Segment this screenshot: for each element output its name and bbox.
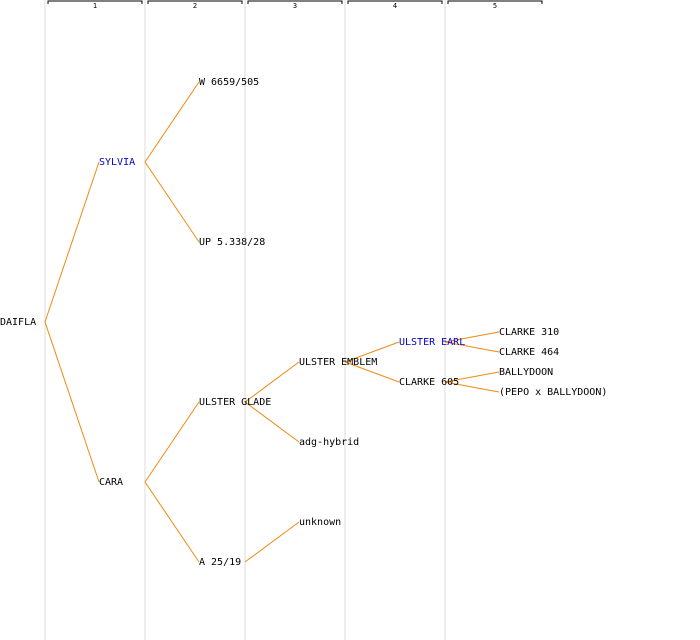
- edge: [144, 161, 200, 243]
- edge: [144, 81, 200, 163]
- edge: [444, 371, 500, 383]
- node-label: CARA: [99, 477, 123, 488]
- node-label: SYLVIA: [99, 157, 135, 168]
- node-label: ULSTER EMBLEM: [299, 357, 377, 368]
- node-label: A 25/19: [199, 557, 241, 568]
- edge: [244, 521, 300, 563]
- node-label: DAIFLA: [0, 317, 36, 328]
- column-bracket: [347, 0, 443, 4]
- edge: [144, 481, 200, 563]
- column-header: 5: [493, 2, 497, 10]
- column-header: 4: [393, 2, 397, 10]
- node-label: UP 5.338/28: [199, 237, 265, 248]
- column-bracket: [147, 0, 243, 4]
- node-label: BALLYDOON: [499, 367, 553, 378]
- column-bracket: [247, 0, 343, 4]
- node-label: CLARKE 605: [399, 377, 459, 388]
- column-bracket: [47, 0, 143, 4]
- column-header: 2: [193, 2, 197, 10]
- edge: [44, 161, 100, 323]
- node-label: CLARKE 310: [499, 327, 559, 338]
- node-label: CLARKE 464: [499, 347, 559, 358]
- edge: [344, 361, 400, 383]
- node-label: ULSTER EARL: [399, 337, 465, 348]
- edge: [444, 341, 500, 353]
- column-header: 3: [293, 2, 297, 10]
- edge: [244, 361, 300, 403]
- edge: [44, 321, 100, 483]
- column-bracket: [447, 0, 543, 4]
- node-label: unknown: [299, 517, 341, 528]
- edge: [144, 401, 200, 483]
- edge: [444, 331, 500, 343]
- edge: [344, 341, 400, 363]
- node-label: ULSTER GLADE: [199, 397, 271, 408]
- column-header: 1: [93, 2, 97, 10]
- edge: [244, 401, 300, 443]
- node-label: W 6659/505: [199, 77, 259, 88]
- edge: [444, 381, 500, 393]
- node-label: (PEPO x BALLYDOON): [499, 387, 607, 398]
- node-label: adg-hybrid: [299, 437, 359, 448]
